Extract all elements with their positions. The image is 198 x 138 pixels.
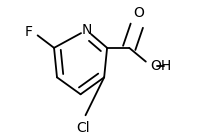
Text: OH: OH — [151, 59, 172, 73]
Text: Cl: Cl — [76, 121, 90, 135]
Text: O: O — [133, 6, 144, 20]
Text: F: F — [25, 25, 33, 39]
Text: N: N — [81, 23, 92, 37]
